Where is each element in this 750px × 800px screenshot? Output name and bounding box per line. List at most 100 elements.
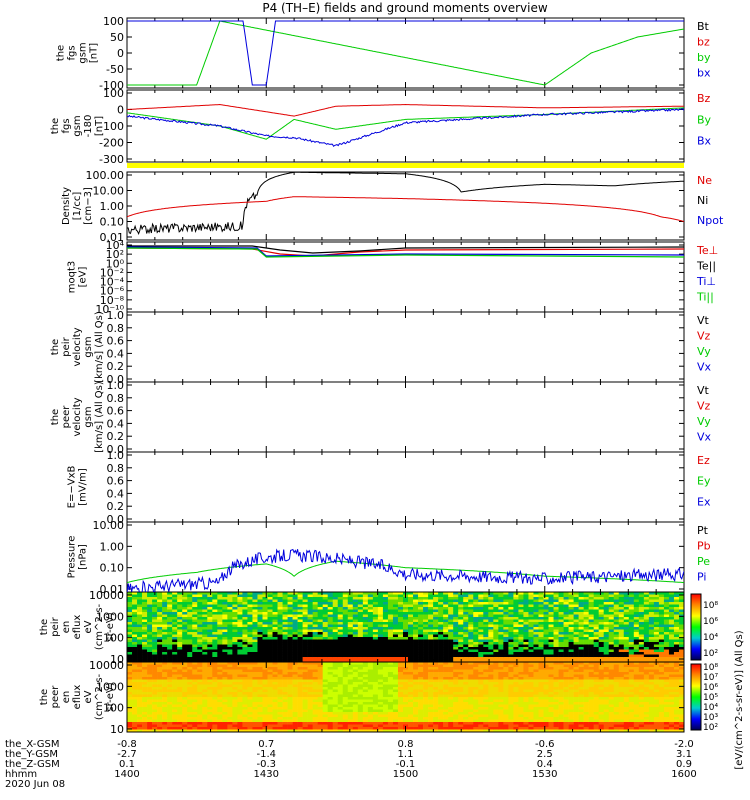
- spec-cell: [613, 624, 620, 628]
- spec-cell: [578, 624, 584, 628]
- spec-cell: [413, 704, 419, 708]
- spec-cell: [342, 704, 349, 708]
- spec-cell: [127, 727, 133, 730]
- spec-cell: [377, 674, 384, 678]
- spec-cell: [503, 634, 509, 638]
- spec-cell: [322, 637, 329, 640]
- spec-cell: [252, 614, 258, 618]
- spec-cell: [583, 647, 589, 650]
- spec-cell: [292, 724, 298, 728]
- spec-cell: [418, 652, 424, 655]
- spec-cell: [167, 644, 173, 648]
- spec-cell: [267, 607, 273, 610]
- spec-cell: [297, 657, 303, 660]
- spec-cell: [162, 614, 168, 618]
- spec-cell: [458, 677, 464, 680]
- spec-cell: [418, 649, 424, 653]
- spec-cell: [217, 707, 223, 710]
- spec-cell: [513, 647, 519, 650]
- spec-cell: [533, 599, 539, 603]
- spec-cell: [408, 617, 414, 620]
- spec-cell: [523, 614, 529, 618]
- spec-cell: [147, 714, 153, 718]
- spec-cell: [217, 724, 223, 728]
- spec-cell: [663, 644, 670, 648]
- spec-cell: [172, 729, 178, 733]
- spec-cell: [473, 622, 479, 625]
- spec-cell: [217, 597, 223, 600]
- spec-cell: [443, 599, 449, 603]
- spec-cell: [357, 642, 364, 645]
- spec-cell: [653, 602, 660, 605]
- spec-cell: [287, 614, 293, 618]
- spec-cell: [418, 614, 424, 618]
- spec-cell: [423, 662, 429, 665]
- spec-cell: [558, 597, 564, 600]
- spec-cell: [423, 707, 429, 710]
- spec-cell: [317, 664, 323, 668]
- spec-cell: [322, 674, 329, 678]
- spec-cell: [377, 612, 384, 615]
- spec-cell: [202, 624, 208, 628]
- spec-cell: [137, 694, 143, 698]
- spec-cell: [563, 614, 569, 618]
- spec-cell: [352, 727, 359, 730]
- spec-cell: [202, 632, 208, 635]
- spec-cell: [172, 654, 178, 658]
- spec-cell: [523, 657, 529, 660]
- spec-cell: [277, 704, 283, 708]
- spec-cell: [543, 592, 549, 595]
- spec-cell: [423, 712, 429, 715]
- spec-cell: [212, 642, 218, 645]
- spec-cell: [192, 682, 198, 685]
- spec-cell: [352, 699, 359, 703]
- spec-cell: [247, 594, 253, 598]
- spec-cell: [408, 624, 414, 628]
- spec-cell: [127, 592, 133, 595]
- spec-cell: [162, 612, 168, 615]
- spec-cell: [498, 639, 504, 643]
- spec-cell: [197, 672, 203, 675]
- spec-cell: [387, 634, 394, 638]
- spec-cell: [232, 644, 238, 648]
- spec-cell: [347, 622, 354, 625]
- spec-cell: [347, 647, 354, 650]
- spec-cell: [588, 647, 594, 650]
- spec-cell: [307, 669, 313, 673]
- spec-cell: [367, 659, 374, 663]
- spec-cell: [152, 682, 158, 685]
- spec-cell: [187, 682, 193, 685]
- spec-cell: [423, 709, 429, 713]
- spec-cell: [418, 624, 424, 628]
- spec-cell: [573, 602, 579, 605]
- spec-cell: [252, 682, 258, 685]
- spec-cell: [327, 624, 334, 628]
- spec-cell: [127, 664, 133, 668]
- spec-cell: [162, 719, 168, 723]
- spec-cell: [162, 699, 168, 703]
- spec-cell: [568, 604, 574, 608]
- spec-cell: [423, 659, 429, 663]
- spec-cell: [182, 607, 188, 610]
- spec-cell: [347, 694, 354, 698]
- spec-cell: [242, 627, 248, 630]
- spec-cell: [242, 682, 248, 685]
- spec-cell: [287, 599, 293, 603]
- spec-cell: [222, 632, 228, 635]
- spec-cell: [423, 687, 429, 690]
- spec-cell: [352, 602, 359, 605]
- spec-cell: [568, 607, 574, 610]
- spec-cell: [392, 669, 399, 673]
- spec-cell: [593, 622, 599, 625]
- spec-cell: [438, 682, 444, 685]
- spec-cell: [197, 674, 203, 678]
- spec-cell: [172, 612, 178, 615]
- spec-cell: [443, 712, 449, 715]
- spec-cell: [362, 689, 369, 693]
- spec-cell: [387, 687, 394, 690]
- spec-cell: [257, 644, 263, 648]
- spec-cell: [553, 609, 559, 613]
- spec-cell: [608, 657, 615, 660]
- spec-cell: [182, 649, 188, 653]
- spec-cell: [423, 602, 429, 605]
